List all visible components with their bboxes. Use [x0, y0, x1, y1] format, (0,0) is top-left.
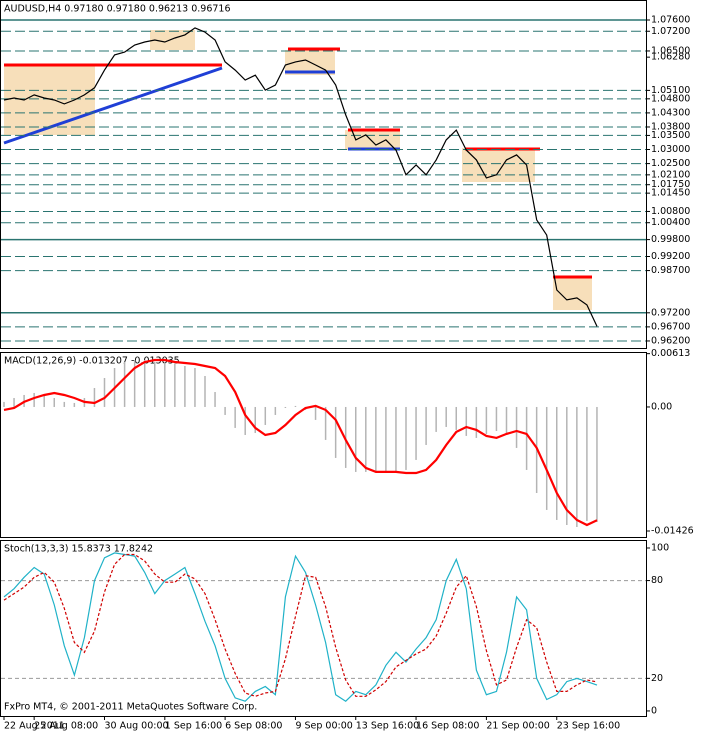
y-tick-label: 1.03800 [651, 121, 690, 132]
zone-box [462, 148, 535, 182]
y-tick-label: 0.99800 [651, 234, 690, 245]
y-tick-label: 1.02500 [651, 158, 690, 169]
frames [0, 0, 647, 717]
x-tick-label: 25 Aug 08:00 [34, 721, 98, 732]
y-tick-label: 1.07200 [651, 26, 690, 37]
x-tick-label: 16 Sep 08:00 [416, 721, 479, 732]
x-tick-label: 22 Aug 2011 [4, 721, 65, 732]
zone-box [4, 65, 95, 135]
x-tick-label: 13 Sep 16:00 [356, 721, 419, 732]
y-tick-label: 1.03000 [651, 144, 690, 155]
y-tick-label: 1.04300 [651, 107, 690, 118]
x-tick-label: 6 Sep 08:00 [225, 721, 282, 732]
series-line [3, 553, 598, 697]
y-tick-label: 0.00 [651, 401, 672, 412]
y-tick-label: 1.02100 [651, 169, 690, 180]
panel-title: Stoch(13,3,3) 15.8373 17.8242 [4, 544, 153, 555]
y-tick-label: 1.00800 [651, 206, 690, 217]
x-tick-label: 9 Sep 00:00 [295, 721, 352, 732]
y-tick-label: 1.07600 [651, 14, 690, 25]
x-tick-label: 30 Aug 00:00 [105, 721, 169, 732]
y-tick-label: 0.97200 [651, 307, 690, 318]
price-line [3, 27, 598, 327]
panel-title: MACD(12,26,9) -0.013207 -0.013035 [4, 356, 180, 367]
y-tick-label: 1.01750 [651, 179, 690, 190]
y-tick-label: 1.05100 [651, 85, 690, 96]
y-tick-label: 20 [651, 673, 663, 684]
y-tick-label: 1.03500 [651, 130, 690, 141]
footer: FxPro MT4, © 2001-2011 MetaQuotes Softwa… [4, 702, 257, 713]
stoch-frame [0, 540, 647, 717]
y-tick-label: 0.96700 [651, 321, 690, 332]
y-tick-label: -0.01426 [651, 525, 694, 536]
x-tick-label: 21 Sep 00:00 [486, 721, 549, 732]
series-line [3, 552, 598, 702]
y-tick-label: 0.00613 [651, 348, 690, 359]
panel-title: AUDUSD,H4 0.97180 0.97180 0.96213 0.9671… [4, 4, 231, 15]
x-tick-label: 1 Sep 16:00 [165, 721, 222, 732]
y-tick-label: 0.96200 [651, 335, 690, 346]
y-tick-label: 0.99200 [651, 251, 690, 262]
trend-line [3, 66, 223, 145]
y-tick-label: 0 [651, 705, 657, 716]
y-tick-label: 80 [651, 575, 663, 586]
y-tick-label: 1.01450 [651, 188, 690, 199]
y-tick-label: 1.04800 [651, 93, 690, 104]
y-tick-label: 1.06280 [651, 52, 690, 63]
y-tick-label: 0.98700 [651, 265, 690, 276]
x-tick-label: 23 Sep 16:00 [557, 721, 620, 732]
signal-line [3, 358, 598, 527]
y-tick-label: 1.06500 [651, 45, 690, 56]
y-tick-label: 100 [651, 542, 669, 553]
y-tick-label: 1.00400 [651, 217, 690, 228]
macd-frame [0, 352, 647, 538]
